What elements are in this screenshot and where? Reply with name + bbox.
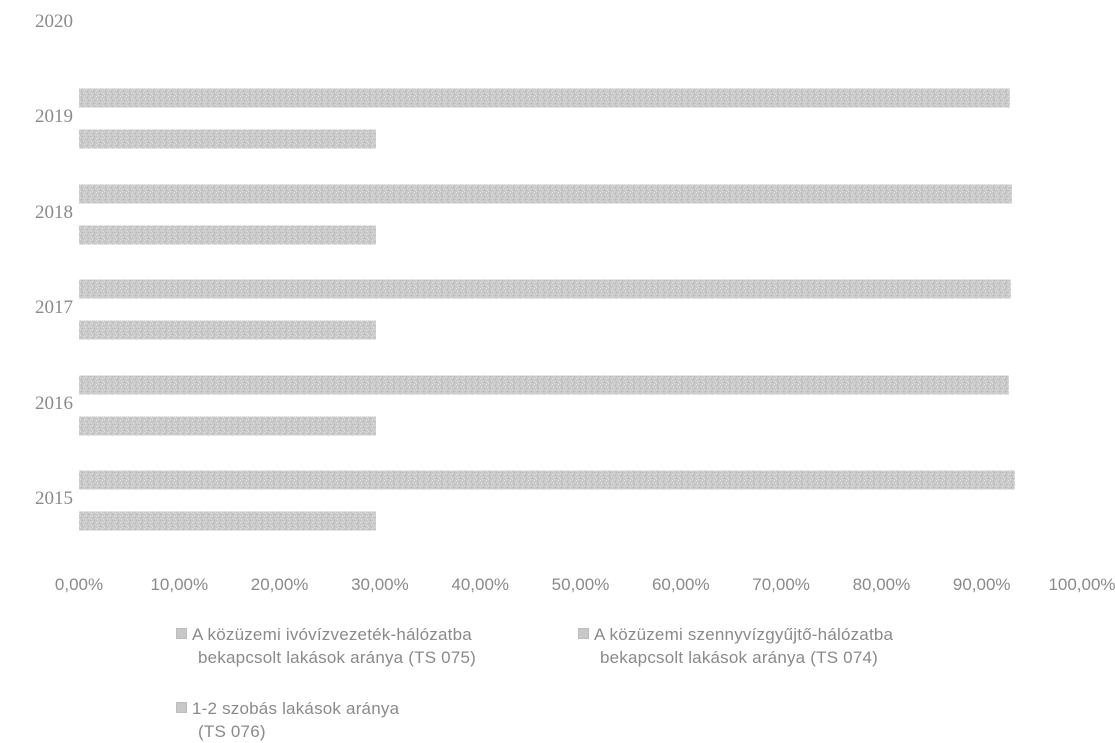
y-tick-label-2018: 2018 (35, 202, 73, 223)
x-tick-label-8: 80,00% (853, 575, 911, 594)
x-tick-label-7: 70,00% (752, 575, 810, 594)
x-tick-label-2: 20,00% (251, 575, 309, 594)
bar-ts075-2016 (79, 375, 1009, 395)
y-tick-label-2020: 2020 (35, 11, 73, 32)
x-axis-labels: 0,00% 10,00% 20,00% 30,00% 40,00% 50,00% 60,00… (55, 575, 1115, 594)
bar-ts075-2019 (79, 88, 1010, 108)
x-tick-label-3: 30,00% (351, 575, 409, 594)
x-tick-label-0: 0,00% (55, 575, 103, 594)
bar-ts075-2015 (79, 470, 1015, 490)
x-tick-label-9: 90,00% (953, 575, 1011, 594)
y-axis-labels: 2015 2016 2017 2018 2019 2020 (35, 11, 73, 509)
x-tick-label-4: 40,00% (451, 575, 509, 594)
y-tick-label-2016: 2016 (35, 393, 73, 414)
y-tick-label-2015: 2015 (35, 488, 73, 509)
x-tick-label-10: 100,00% (1048, 575, 1115, 594)
bar-ts076-2019 (79, 129, 376, 149)
x-tick-label-1: 10,00% (150, 575, 208, 594)
x-tick-label-6: 60,00% (652, 575, 710, 594)
bar-ts076-2018 (79, 225, 376, 245)
bar-ts076-2015 (79, 511, 376, 531)
x-tick-label-5: 50,00% (552, 575, 610, 594)
bar-ts076-2017 (79, 320, 376, 340)
bar-ts076-2016 (79, 416, 376, 436)
y-tick-label-2017: 2017 (35, 297, 73, 318)
bar-ts075-2017 (79, 279, 1011, 299)
bars-group (79, 88, 1015, 531)
bar-ts075-2018 (79, 184, 1012, 204)
y-tick-label-2019: 2019 (35, 106, 73, 127)
